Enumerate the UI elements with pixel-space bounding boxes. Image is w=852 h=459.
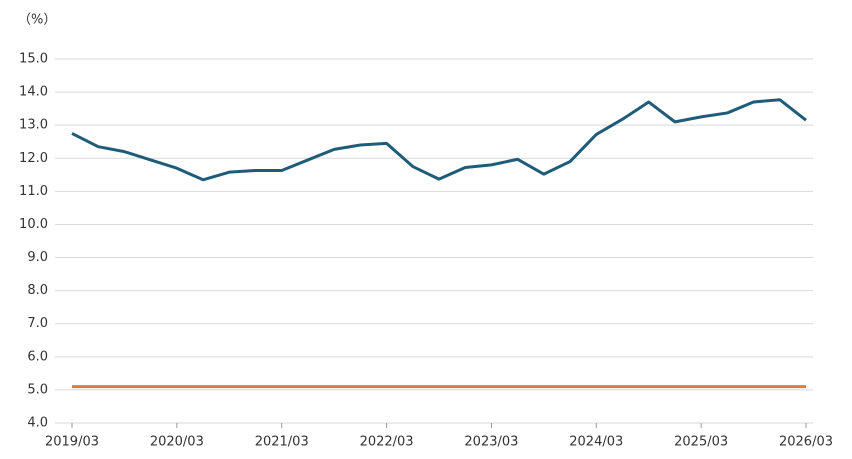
x-tick-label: 2024/03 [569,435,623,450]
y-tick-label: 7.0 [27,316,48,331]
y-unit: （%） [18,13,56,28]
y-tick-label: 11.0 [19,184,48,199]
y-tick-label: 15.0 [19,52,48,67]
line-series [71,98,807,182]
y-tick-label: 5.0 [27,382,48,397]
x-tick-label: 2019/03 [45,435,99,450]
x-tick-label: 2023/03 [464,435,518,450]
y-tick-label: 9.0 [27,250,48,265]
x-tick-label: 2025/03 [674,435,728,450]
y-tick-label: 6.0 [27,349,48,364]
y-tick-label: 10.0 [19,217,48,232]
x-tick-label: 2020/03 [150,435,204,450]
y-tick-label: 8.0 [27,283,48,298]
y-tick-label: 4.0 [27,416,48,431]
y-tick-label: 14.0 [19,85,48,100]
x-tick-label: 2026/03 [779,435,833,450]
y-tick-label: 13.0 [19,118,48,133]
y-tick-label: 12.0 [19,151,48,166]
x-tick-label: 2022/03 [360,435,414,450]
x-tick-label: 2021/03 [255,435,309,450]
